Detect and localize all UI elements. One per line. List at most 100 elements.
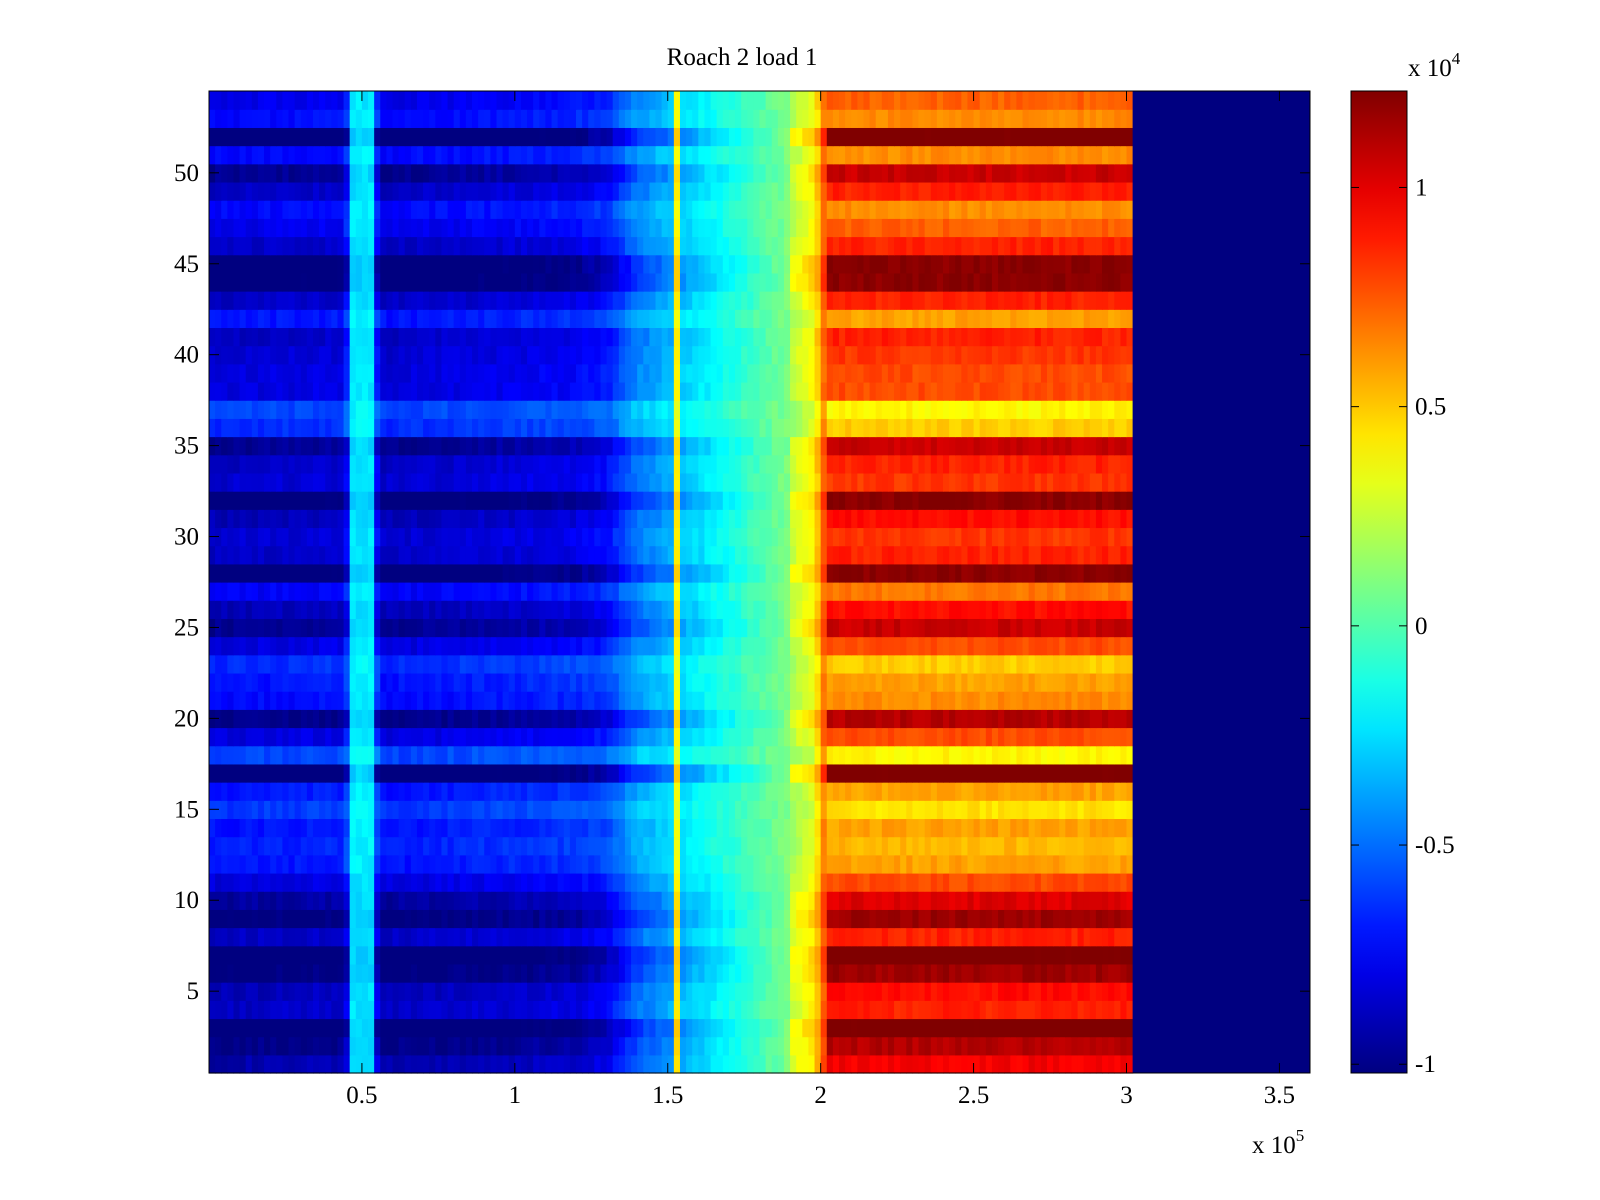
heatmap-cell xyxy=(368,891,375,910)
heatmap-cell xyxy=(894,491,901,510)
heatmap-cell xyxy=(502,854,510,874)
heatmap-cell xyxy=(582,509,589,529)
heatmap-cell xyxy=(973,600,981,619)
heatmap-cell xyxy=(312,672,320,692)
heatmap-cell xyxy=(839,745,846,765)
heatmap-cell xyxy=(239,945,247,965)
heatmap-cell xyxy=(826,818,834,838)
heatmap-cell xyxy=(979,818,987,838)
heatmap-cell xyxy=(233,454,241,474)
heatmap-cell xyxy=(343,709,351,729)
heatmap-cell xyxy=(392,691,400,710)
heatmap-cell xyxy=(349,727,357,747)
heatmap-cell xyxy=(686,763,693,783)
heatmap-cell xyxy=(906,727,914,747)
heatmap-cell xyxy=(514,745,522,765)
heatmap-cell xyxy=(1016,909,1024,929)
heatmap-cell xyxy=(1004,982,1011,1001)
heatmap-cell xyxy=(441,1036,449,1056)
heatmap-cell xyxy=(386,1054,394,1074)
heatmap-cell xyxy=(1059,654,1066,674)
heatmap-cell xyxy=(435,472,443,492)
heatmap-cell xyxy=(472,582,479,601)
heatmap-cell xyxy=(710,600,718,619)
heatmap-cell xyxy=(1022,909,1030,929)
heatmap-cell xyxy=(1046,509,1054,529)
heatmap-cell xyxy=(557,1036,565,1056)
heatmap-cell xyxy=(985,582,993,601)
heatmap-cell xyxy=(215,727,222,747)
heatmap-cell xyxy=(331,818,339,838)
heatmap-cell xyxy=(985,909,993,929)
heatmap-cell xyxy=(1022,963,1030,983)
heatmap-cell xyxy=(233,963,241,983)
heatmap-cell xyxy=(361,963,369,983)
heatmap-cell xyxy=(692,1054,699,1074)
heatmap-cell xyxy=(410,582,418,601)
heatmap-cell xyxy=(514,727,522,747)
heatmap-cell xyxy=(692,636,699,656)
heatmap-cell xyxy=(459,636,467,656)
heatmap-cell xyxy=(777,782,785,801)
heatmap-cell xyxy=(239,600,247,619)
heatmap-cell xyxy=(600,636,608,656)
heatmap-cell xyxy=(453,527,461,547)
heatmap-cell xyxy=(1071,491,1079,510)
heatmap-cell xyxy=(325,672,332,692)
heatmap-cell xyxy=(936,672,944,692)
heatmap-cell xyxy=(368,618,375,638)
heatmap-cell xyxy=(1004,509,1011,529)
heatmap-cell xyxy=(735,1054,742,1074)
heatmap-cell xyxy=(936,727,944,747)
heatmap-cell xyxy=(209,854,216,874)
heatmap-cell xyxy=(753,1000,761,1020)
heatmap-cell xyxy=(251,672,259,692)
heatmap-cell xyxy=(361,582,369,601)
heatmap-cell xyxy=(416,763,424,783)
heatmap-cell xyxy=(386,1018,394,1038)
heatmap-cell xyxy=(606,782,614,801)
heatmap-cell xyxy=(288,891,296,910)
heatmap-cell xyxy=(1108,618,1115,638)
heatmap-cell xyxy=(624,1036,632,1056)
heatmap-cell xyxy=(545,527,553,547)
heatmap-cell xyxy=(973,1054,981,1074)
heatmap-cell xyxy=(796,527,803,547)
heatmap-cell xyxy=(851,945,858,965)
heatmap-cell xyxy=(300,527,308,547)
heatmap-cell xyxy=(600,600,608,619)
heatmap-cell xyxy=(655,618,663,638)
heatmap-cell xyxy=(783,545,791,565)
heatmap-cell xyxy=(257,563,265,583)
heatmap-cell xyxy=(771,945,779,965)
heatmap-cell xyxy=(386,945,394,965)
heatmap-cell xyxy=(998,600,1005,619)
heatmap-cell xyxy=(790,982,797,1001)
heatmap-cell xyxy=(563,982,571,1001)
heatmap-cell xyxy=(1108,472,1115,492)
heatmap-cell xyxy=(233,1036,241,1056)
heatmap-cell xyxy=(710,545,718,565)
heatmap-cell xyxy=(264,854,271,874)
heatmap-cell xyxy=(270,618,277,638)
heatmap-cell xyxy=(728,782,736,801)
heatmap-cell xyxy=(881,709,889,729)
heatmap-cell xyxy=(985,600,993,619)
heatmap-cell xyxy=(796,854,803,874)
heatmap-cell xyxy=(245,927,253,947)
heatmap-cell xyxy=(777,636,785,656)
heatmap-cell xyxy=(1010,582,1017,601)
heatmap-cell xyxy=(606,909,614,929)
heatmap-cell xyxy=(1040,909,1048,929)
heatmap-cell xyxy=(637,545,644,565)
heatmap-cell xyxy=(808,927,816,947)
heatmap-cell xyxy=(264,654,271,674)
heatmap-cell xyxy=(465,891,473,910)
heatmap-cell xyxy=(771,763,779,783)
heatmap-cell xyxy=(569,945,577,965)
heatmap-cell xyxy=(710,763,718,783)
heatmap-cell xyxy=(251,818,259,838)
heatmap-cell xyxy=(1089,1000,1097,1020)
heatmap-cell xyxy=(245,1036,253,1056)
heatmap-cell xyxy=(991,472,999,492)
